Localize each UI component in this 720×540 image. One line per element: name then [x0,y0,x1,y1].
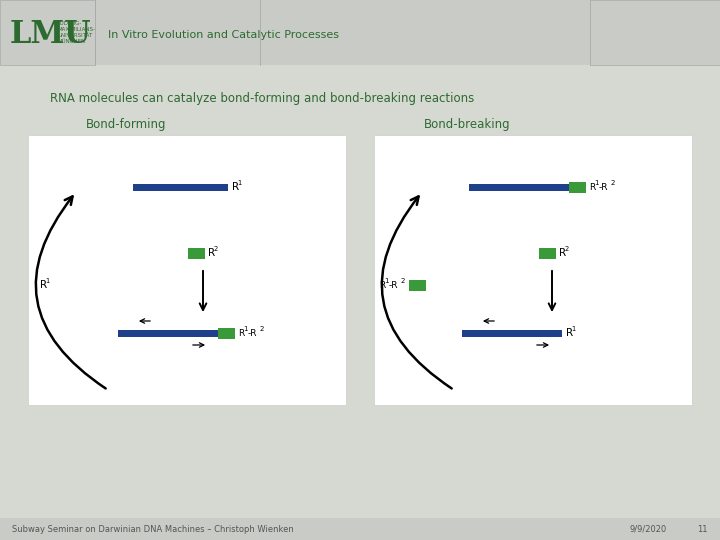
Text: R: R [559,248,566,258]
Bar [0,518,720,540]
Text: 2: 2 [260,326,264,332]
Bar [539,248,556,259]
Bar [590,0,720,65]
Text: R: R [232,182,239,192]
Bar [218,328,235,339]
Text: 1: 1 [572,326,576,332]
Text: 2: 2 [611,180,616,186]
Text: 1: 1 [384,278,389,284]
Bar [469,184,569,191]
Text: LUDWIG-
MAXIMILIANS-
UNIVERSITÄT
MÜNCHEN: LUDWIG- MAXIMILIANS- UNIVERSITÄT MÜNCHEN [58,21,96,44]
Bar [118,330,218,337]
Text: -R: -R [599,183,608,192]
Text: R: R [208,248,215,258]
Text: RNA molecules can catalyze bond-forming and bond-breaking reactions: RNA molecules can catalyze bond-forming … [50,92,474,105]
Bar [374,135,692,405]
Text: -R: -R [389,280,398,289]
Text: Bond-breaking: Bond-breaking [424,118,510,131]
Text: In Vitro Evolution and Catalytic Processes: In Vitro Evolution and Catalytic Process… [108,30,339,39]
Text: 1: 1 [45,278,50,284]
Text: R: R [238,328,244,338]
Bar [569,182,586,193]
Text: LMU: LMU [10,19,91,50]
Text: R: R [379,280,385,289]
Text: 1: 1 [238,180,242,186]
Text: R: R [566,328,573,338]
Text: 1: 1 [595,180,599,186]
Text: Bond-forming: Bond-forming [86,118,166,131]
Text: 2: 2 [564,246,569,252]
Text: 2: 2 [213,246,217,252]
Bar [409,280,426,291]
Bar [462,330,562,337]
Bar [28,135,346,405]
Text: 9/9/2020: 9/9/2020 [630,524,667,534]
Text: 2: 2 [401,278,405,284]
Bar [0,0,95,65]
Bar [133,184,228,191]
Text: 1: 1 [243,326,248,332]
Text: R: R [589,183,595,192]
Text: 11: 11 [698,524,708,534]
Bar [188,248,205,259]
Text: Subway Seminar on Darwinian DNA Machines – Christoph Wienken: Subway Seminar on Darwinian DNA Machines… [12,524,294,534]
Bar [0,0,720,65]
Text: -R: -R [248,328,258,338]
Text: R: R [40,280,47,290]
